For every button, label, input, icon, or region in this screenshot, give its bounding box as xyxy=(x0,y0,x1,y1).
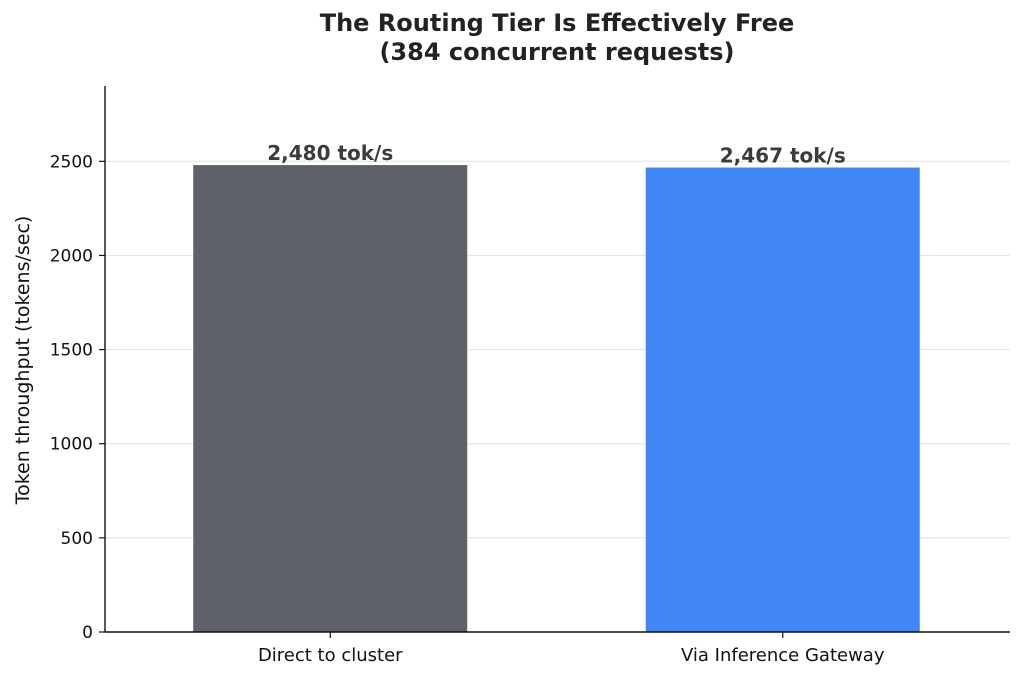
bar xyxy=(645,167,920,633)
y-tick-label: 1000 xyxy=(50,435,93,455)
y-tick-label: 0 xyxy=(82,623,93,643)
x-category-label: Direct to cluster xyxy=(258,645,403,666)
bar-value-label: 2,480 tok/s xyxy=(267,141,393,165)
bar xyxy=(193,165,468,632)
y-axis-label: Token throughput (tokens/sec) xyxy=(12,216,34,506)
y-tick-label: 500 xyxy=(61,529,93,549)
chart-title: The Routing Tier Is Effectively Free xyxy=(320,9,795,37)
y-tick-label: 2000 xyxy=(50,246,93,266)
labels: 0 500 1000 1500 2000 2500 2,480 tok/s Direct to… xyxy=(50,141,885,666)
chart-subtitle: (384 concurrent requests) xyxy=(379,38,734,66)
y-tick-label: 1500 xyxy=(50,341,93,361)
bars xyxy=(193,165,920,633)
y-tick-label: 2500 xyxy=(50,152,93,172)
x-category-label: Via Inference Gateway xyxy=(681,645,885,666)
axes xyxy=(99,86,1010,638)
bar-value-label: 2,467 tok/s xyxy=(720,144,846,168)
